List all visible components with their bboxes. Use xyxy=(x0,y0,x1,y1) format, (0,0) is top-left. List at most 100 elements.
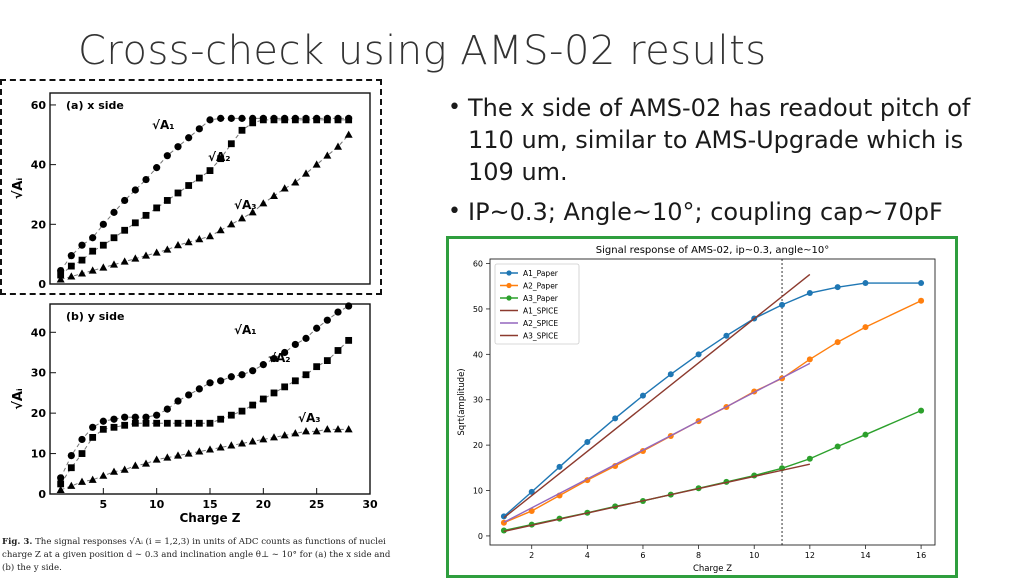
legend-marker xyxy=(506,270,512,276)
data-point xyxy=(291,178,300,186)
legend-box xyxy=(494,263,580,345)
data-point xyxy=(723,332,730,339)
x-tick-label: 14 xyxy=(860,551,870,560)
data-point xyxy=(174,397,182,405)
data-point xyxy=(142,419,150,427)
data-point xyxy=(67,464,75,472)
data-point xyxy=(78,450,86,457)
data-point xyxy=(280,431,289,439)
x-side-chart: 0 20 40 60 √Aᵢ (a) x side √A₁ √A₂ √A₃ xyxy=(11,92,371,291)
data-point xyxy=(334,347,342,354)
y-axis-label: √Aᵢ xyxy=(11,178,26,200)
data-point xyxy=(312,160,321,168)
data-point xyxy=(270,433,278,441)
y-tick-label: 10 xyxy=(31,448,47,461)
caption-text: The signal responses √Aᵢ (i = 1,2,3) in … xyxy=(2,537,391,573)
data-point xyxy=(174,189,182,197)
data-point xyxy=(862,280,869,287)
data-point xyxy=(110,208,118,216)
y-axis-label: Sqrt(amplitude) xyxy=(457,368,467,435)
data-point xyxy=(131,219,139,227)
data-point xyxy=(556,463,563,470)
data-point xyxy=(334,308,342,316)
data-point xyxy=(131,254,140,262)
data-point xyxy=(249,367,257,375)
data-point xyxy=(185,391,193,399)
y-tick-label: 60 xyxy=(31,99,47,112)
data-point xyxy=(78,477,86,485)
y-tick-label: 40 xyxy=(31,159,47,172)
data-point xyxy=(67,451,75,460)
data-point xyxy=(323,316,331,324)
slide-title: Cross-check using AMS-02 results xyxy=(78,28,767,74)
data-point xyxy=(302,116,310,124)
y-tick-label: 10 xyxy=(473,487,483,496)
data-point xyxy=(142,175,150,184)
data-point xyxy=(174,241,182,249)
data-point xyxy=(67,481,76,489)
data-point xyxy=(270,116,278,124)
y-tick-label: 30 xyxy=(31,367,47,380)
data-point xyxy=(99,417,107,425)
signal-response-chart: Signal response of AMS-02, ip~0.3, angle… xyxy=(457,245,936,574)
data-point xyxy=(163,405,171,413)
data-point xyxy=(131,186,139,194)
data-point xyxy=(313,116,321,124)
bullet-list: The x side of AMS-02 has readout pitch o… xyxy=(448,92,1008,236)
series-dashed-line xyxy=(60,428,349,491)
data-point xyxy=(806,455,813,462)
series-annotation: √A₁ xyxy=(152,118,175,132)
series-annotation: √A₂ xyxy=(208,150,231,164)
data-point xyxy=(584,438,591,445)
series-annotation: √A₁ xyxy=(234,323,257,337)
x-tick-label: 10 xyxy=(149,498,165,511)
data-point xyxy=(280,184,289,192)
y-side-chart: 0 10 20 30 40 5 10 15 20 25 30 Charge Z √Aᵢ (b) y sid… xyxy=(11,302,378,525)
x-tick-label: 20 xyxy=(256,498,272,511)
data-point xyxy=(259,435,268,443)
x-tick-label: 5 xyxy=(100,498,108,511)
data-point xyxy=(345,116,353,124)
series-dashed-line xyxy=(60,340,350,485)
data-point xyxy=(195,447,204,455)
data-point xyxy=(217,114,225,122)
data-point xyxy=(227,114,235,122)
data-point xyxy=(163,419,171,427)
data-point xyxy=(57,480,65,488)
data-point xyxy=(323,425,332,433)
legend-label: A1_SPICE xyxy=(523,307,558,316)
data-point xyxy=(89,423,97,431)
data-point xyxy=(78,269,86,277)
y-tick-label: 20 xyxy=(473,441,483,450)
data-point xyxy=(174,451,182,459)
x-tick-label: 2 xyxy=(529,551,534,560)
x-tick-label: 12 xyxy=(805,551,815,560)
x-axis-label: Charge Z xyxy=(693,564,732,574)
data-point xyxy=(174,143,182,151)
data-point xyxy=(185,182,193,189)
series-dashed-line xyxy=(60,117,349,271)
series-dashed-line xyxy=(60,134,350,281)
data-point xyxy=(259,395,267,403)
data-point xyxy=(163,453,172,461)
y-tick-label: 20 xyxy=(31,407,47,420)
legend-marker xyxy=(506,295,512,301)
data-point xyxy=(206,445,214,453)
data-point xyxy=(238,214,246,222)
data-point xyxy=(528,488,535,495)
data-point xyxy=(152,455,161,463)
data-point xyxy=(227,373,235,381)
data-point xyxy=(89,247,97,255)
data-point xyxy=(99,263,108,271)
data-point xyxy=(142,413,150,421)
data-point xyxy=(259,199,268,207)
data-point xyxy=(612,415,619,422)
data-point xyxy=(249,401,257,409)
y-tick-label: 30 xyxy=(473,396,483,405)
y-tick-label: 40 xyxy=(31,326,47,339)
data-point xyxy=(918,407,925,414)
data-point xyxy=(334,142,342,150)
data-point xyxy=(281,116,289,124)
data-point xyxy=(862,324,869,331)
data-point xyxy=(227,411,235,419)
